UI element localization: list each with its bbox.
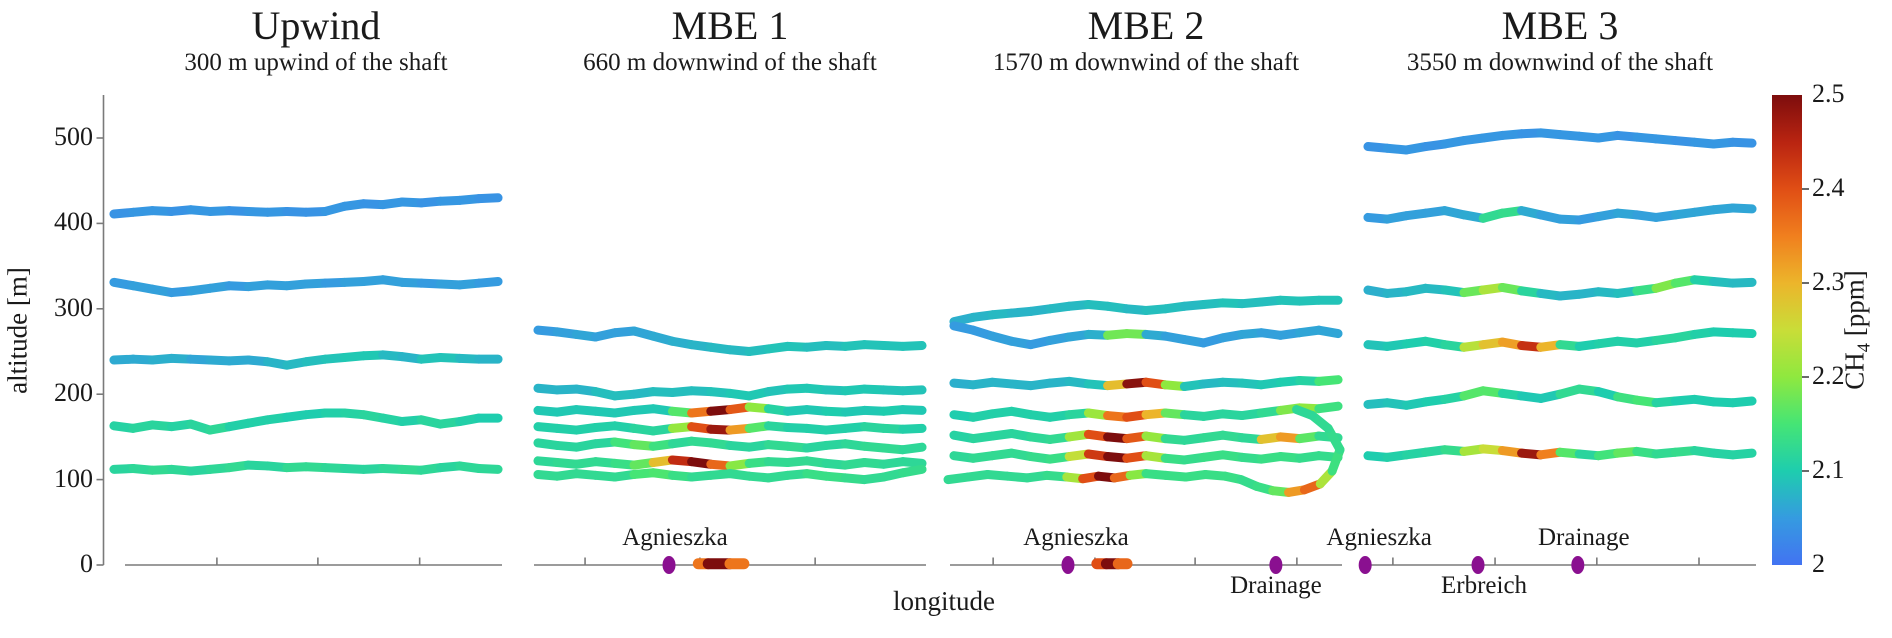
flight-track xyxy=(1728,137,1757,148)
shaft-marker xyxy=(1471,556,1485,574)
panel-title: MBE 3 xyxy=(1501,3,1619,48)
colorbar-tick-label: 2.1 xyxy=(1812,455,1845,484)
shaft-marker xyxy=(662,556,676,574)
flight-track xyxy=(898,341,927,351)
panel-title-mbe1: MBE 1 660 m downwind of the shaft xyxy=(500,4,960,78)
shaft-marker xyxy=(1358,556,1372,574)
flight-track xyxy=(898,405,927,415)
panel-subtitle: 3550 m downwind of the shaft xyxy=(1406,49,1714,76)
y-tick-label: 200 xyxy=(54,378,93,408)
flight-track xyxy=(1728,277,1757,288)
panel-title-mbe2: MBE 2 1570 m downwind of the shaft xyxy=(916,4,1376,78)
shaft-label: Drainage xyxy=(1230,572,1322,599)
flight-track xyxy=(1291,405,1317,421)
y-tick-label: 0 xyxy=(80,549,93,578)
flight-track xyxy=(1728,328,1757,339)
flight-track xyxy=(474,463,503,474)
panel-subtitle: 300 m upwind of the shaft xyxy=(184,49,448,76)
panel-title-mbe3: MBE 3 3550 m downwind of the shaft xyxy=(1330,4,1790,78)
flight-track xyxy=(1728,203,1757,214)
flight-track xyxy=(474,193,503,204)
colorbar-tick-label: 2.5 xyxy=(1812,79,1845,108)
shaft-marker xyxy=(1061,556,1075,574)
colorbar-tick-label: 2.3 xyxy=(1812,267,1845,296)
panel-title-upwind: Upwind 300 m upwind of the shaft xyxy=(86,4,546,78)
flight-track xyxy=(1314,375,1343,386)
flight-track xyxy=(474,276,503,288)
y-tick-label: 300 xyxy=(54,292,93,322)
flight-track xyxy=(898,385,927,396)
x-axis-label: longitude xyxy=(893,586,995,616)
shaft-marker xyxy=(1269,556,1283,574)
y-tick-label: 100 xyxy=(54,463,93,493)
flight-track xyxy=(898,423,927,434)
flight-track xyxy=(898,457,927,468)
shaft-label: Agnieszka xyxy=(622,524,728,551)
colorbar xyxy=(1772,95,1802,565)
shaft-label: Erbreich xyxy=(1440,572,1528,599)
y-axis-label: altitude [m] xyxy=(2,267,33,394)
flight-track xyxy=(1314,401,1343,414)
shaft-label: Drainage xyxy=(1538,524,1630,551)
flight-track xyxy=(1314,325,1343,339)
panel-title: MBE 1 xyxy=(671,3,789,48)
y-tick-label: 400 xyxy=(54,207,93,237)
shaft-label: Agnieszka xyxy=(1023,524,1129,551)
colorbar-tick-label: 2.2 xyxy=(1812,361,1845,390)
flight-track xyxy=(898,464,927,478)
colorbar-tick-label: 2 xyxy=(1812,549,1825,578)
colorbar-tick-label: 2.4 xyxy=(1812,173,1845,202)
flight-track xyxy=(898,442,927,455)
flight-track xyxy=(1728,396,1757,408)
y-tick-label: 500 xyxy=(54,122,93,151)
flight-track xyxy=(1728,448,1757,460)
panel-subtitle: 1570 m downwind of the shaft xyxy=(992,49,1300,76)
colorbar-label-subscript: 4 xyxy=(1853,343,1874,353)
panel-subtitle: 660 m downwind of the shaft xyxy=(583,49,877,76)
shaft-label: Agnieszka xyxy=(1326,524,1432,551)
panel-title: MBE 2 xyxy=(1087,3,1205,48)
shaft-marker xyxy=(1571,556,1585,574)
panel-title: Upwind xyxy=(251,3,381,48)
